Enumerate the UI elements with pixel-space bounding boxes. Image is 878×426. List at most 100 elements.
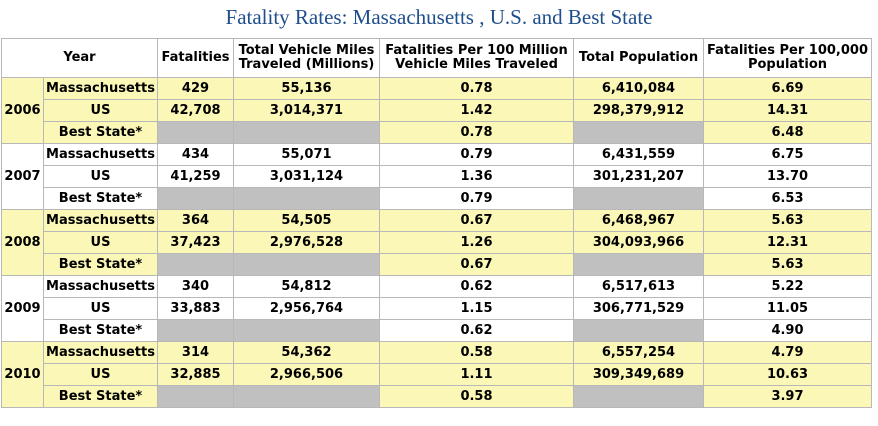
population-cell: 6,468,967 — [573, 209, 704, 232]
empty-cell — [573, 121, 704, 144]
fatalities-cell: 42,708 — [157, 99, 234, 122]
vmt-cell: 2,956,764 — [233, 297, 380, 320]
rate-pop-cell: 12.31 — [703, 231, 872, 254]
empty-cell — [233, 187, 380, 210]
vmt-cell: 55,071 — [233, 143, 380, 166]
population-cell: 6,410,084 — [573, 77, 704, 100]
empty-cell — [573, 385, 704, 408]
table-row: Best State* 0.67 5.63 — [2, 253, 872, 276]
rate-vmt-cell: 1.15 — [379, 297, 574, 320]
header-rate-pop: Fatalities Per 100,000 Population — [703, 38, 872, 78]
row-label: Massachusetts — [43, 275, 158, 298]
population-cell: 301,231,207 — [573, 165, 704, 188]
population-cell: 6,557,254 — [573, 341, 704, 364]
empty-cell — [233, 121, 380, 144]
rate-vmt-cell: 0.58 — [379, 341, 574, 364]
table-row: US 33,883 2,956,764 1.15 306,771,529 11.… — [2, 297, 872, 320]
rate-pop-cell: 14.31 — [703, 99, 872, 122]
rate-pop-cell: 6.48 — [703, 121, 872, 144]
fatalities-cell: 37,423 — [157, 231, 234, 254]
empty-cell — [157, 319, 234, 342]
year-cell: 2006 — [1, 77, 44, 144]
population-cell: 306,771,529 — [573, 297, 704, 320]
table-row: US 41,259 3,031,124 1.36 301,231,207 13.… — [2, 165, 872, 188]
rate-vmt-cell: 0.78 — [379, 77, 574, 100]
fatality-table: Year Fatalities Total Vehicle Miles Trav… — [1, 38, 872, 408]
header-rate-vmt-line2: Vehicle Miles Traveled — [395, 57, 558, 72]
year-cell: 2009 — [1, 275, 44, 342]
header-vmt: Total Vehicle Miles Traveled (Millions) — [233, 38, 380, 78]
row-label: Best State* — [43, 187, 158, 210]
rate-vmt-cell: 0.62 — [379, 319, 574, 342]
page-title: Fatality Rates: Massachusetts , U.S. and… — [225, 5, 653, 29]
rate-vmt-cell: 0.58 — [379, 385, 574, 408]
header-row: Year Fatalities Total Vehicle Miles Trav… — [1, 38, 872, 78]
rate-pop-cell: 6.75 — [703, 143, 872, 166]
fatalities-cell: 314 — [157, 341, 234, 364]
empty-cell — [157, 253, 234, 276]
table-row: Best State* 0.79 6.53 — [2, 187, 872, 210]
table-row: US 37,423 2,976,528 1.26 304,093,966 12.… — [2, 231, 872, 254]
header-rate-vmt: Fatalities Per 100 Million Vehicle Miles… — [379, 38, 574, 78]
rate-pop-cell: 4.79 — [703, 341, 872, 364]
row-label: Best State* — [43, 253, 158, 276]
table-row: US 32,885 2,966,506 1.11 309,349,689 10.… — [2, 363, 872, 386]
header-vmt-line2: Traveled (Millions) — [238, 57, 375, 72]
vmt-cell: 3,014,371 — [233, 99, 380, 122]
table-row: Best State* 0.78 6.48 — [2, 121, 872, 144]
fatalities-cell: 434 — [157, 143, 234, 166]
table-row: Best State* 0.58 3.97 — [2, 385, 872, 408]
table-row: 2007 Massachusetts 434 55,071 0.79 6,431… — [1, 143, 872, 210]
header-rate-pop-line1: Fatalities Per 100,000 — [706, 43, 869, 58]
vmt-cell: 2,966,506 — [233, 363, 380, 386]
rate-vmt-cell: 0.67 — [379, 253, 574, 276]
fatalities-cell: 41,259 — [157, 165, 234, 188]
vmt-cell: 55,136 — [233, 77, 380, 100]
rate-pop-cell: 11.05 — [703, 297, 872, 320]
fatalities-cell: 429 — [157, 77, 234, 100]
rate-vmt-cell: 0.79 — [379, 143, 574, 166]
rate-pop-cell: 5.63 — [703, 253, 872, 276]
row-label: Best State* — [43, 385, 158, 408]
row-label: Massachusetts — [43, 341, 158, 364]
vmt-cell: 3,031,124 — [233, 165, 380, 188]
table-row: 2006 Massachusetts 429 55,136 0.78 6,410… — [1, 77, 872, 144]
rate-vmt-cell: 0.79 — [379, 187, 574, 210]
row-label: US — [43, 363, 158, 386]
table-row: 2010 Massachusetts 314 54,362 0.58 6,557… — [1, 341, 872, 408]
row-label: US — [43, 99, 158, 122]
year-cell: 2008 — [1, 209, 44, 276]
table-body: 2006 Massachusetts 429 55,136 0.78 6,410… — [1, 77, 872, 408]
population-cell: 304,093,966 — [573, 231, 704, 254]
population-cell: 6,431,559 — [573, 143, 704, 166]
empty-cell — [233, 319, 380, 342]
fatalities-cell: 364 — [157, 209, 234, 232]
header-vmt-line1: Total Vehicle Miles — [238, 43, 375, 58]
year-cell: 2010 — [1, 341, 44, 408]
empty-cell — [573, 253, 704, 276]
vmt-cell: 54,505 — [233, 209, 380, 232]
empty-cell — [573, 187, 704, 210]
year-cell: 2007 — [1, 143, 44, 210]
empty-cell — [233, 253, 380, 276]
rate-pop-cell: 13.70 — [703, 165, 872, 188]
fatalities-cell: 33,883 — [157, 297, 234, 320]
rate-vmt-cell: 1.26 — [379, 231, 574, 254]
vmt-cell: 2,976,528 — [233, 231, 380, 254]
row-label: US — [43, 231, 158, 254]
rate-vmt-cell: 0.62 — [379, 275, 574, 298]
row-label: Best State* — [43, 319, 158, 342]
header-fatalities: Fatalities — [157, 38, 234, 78]
empty-cell — [573, 319, 704, 342]
rate-pop-cell: 3.97 — [703, 385, 872, 408]
rate-vmt-cell: 1.42 — [379, 99, 574, 122]
rate-vmt-cell: 1.11 — [379, 363, 574, 386]
rate-pop-cell: 6.69 — [703, 77, 872, 100]
rate-pop-cell: 5.63 — [703, 209, 872, 232]
row-label: US — [43, 165, 158, 188]
empty-cell — [157, 187, 234, 210]
vmt-cell: 54,362 — [233, 341, 380, 364]
table-row: 2008 Massachusetts 364 54,505 0.67 6,468… — [1, 209, 872, 276]
row-label: Massachusetts — [43, 209, 158, 232]
table-row: Best State* 0.62 4.90 — [2, 319, 872, 342]
